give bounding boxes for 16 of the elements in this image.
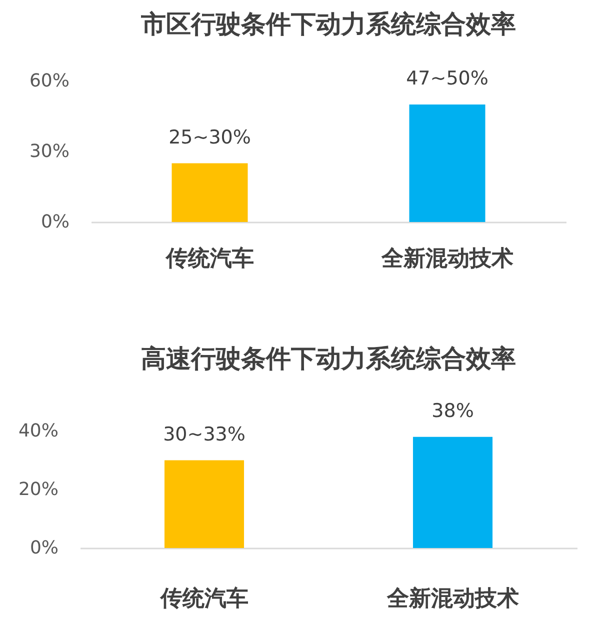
x-tick-label: 传统汽车 <box>164 246 254 272</box>
chart-title: 市区行驶条件下动力系统综合效率 <box>140 10 516 38</box>
y-tick-label: 0% <box>30 538 58 558</box>
y-tick-label: 0% <box>40 212 70 232</box>
chart-title: 高速行驶条件下动力系统综合效率 <box>141 344 516 373</box>
y-tick-label: 30% <box>29 141 70 162</box>
y-tick-label: 20% <box>18 479 58 500</box>
x-tick-label: 全新混动技术 <box>386 586 519 612</box>
x-tick-label: 传统汽车 <box>159 586 248 612</box>
data-label: 38% <box>432 400 474 422</box>
y-tick-label: 40% <box>18 420 58 442</box>
data-label: 30~33% <box>163 423 246 446</box>
data-label: 25~30% <box>168 126 251 148</box>
x-tick-label: 全新混动技术 <box>380 246 514 272</box>
data-label: 47~50% <box>406 68 488 90</box>
y-tick-label: 60% <box>29 70 70 92</box>
